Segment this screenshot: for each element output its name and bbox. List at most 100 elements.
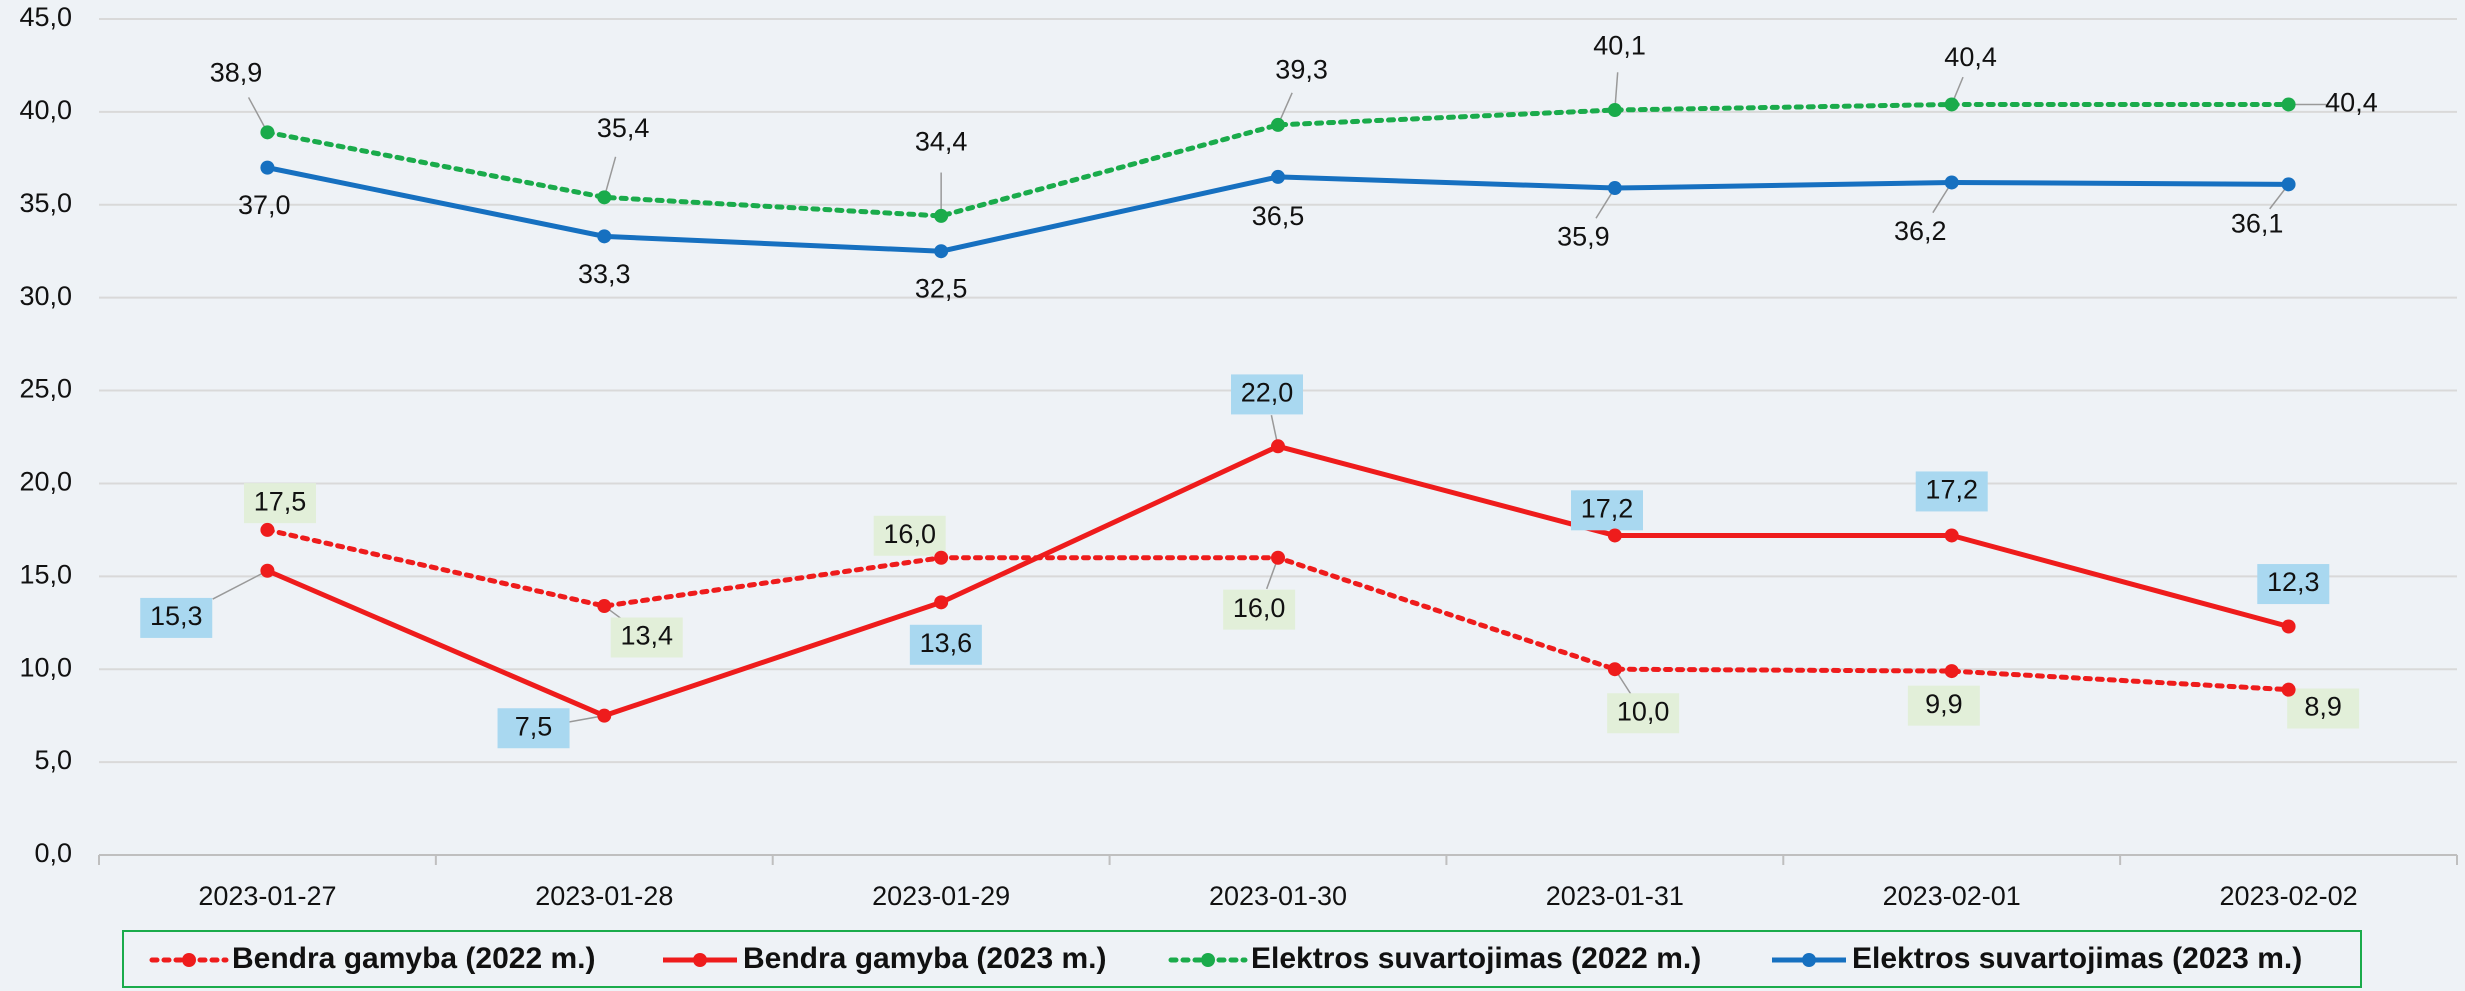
data-label: 32,5	[915, 274, 968, 304]
data-label-bg	[610, 617, 683, 658]
marker	[1944, 664, 1959, 679]
marker	[2281, 619, 2296, 634]
data-label: 7,5	[515, 711, 553, 741]
marker	[1271, 550, 1285, 565]
marker	[260, 160, 275, 175]
data-label: 9,9	[1925, 689, 1963, 719]
legend-box	[122, 930, 2362, 988]
legend-marker	[1201, 953, 1215, 967]
data-label: 33,3	[578, 259, 631, 289]
data-label: 13,4	[620, 621, 673, 651]
y-tick-label: 15,0	[19, 559, 72, 589]
data-label-bg	[873, 515, 946, 556]
marker	[1271, 439, 1285, 454]
y-tick-label: 5,0	[34, 745, 72, 775]
leader-line	[212, 570, 268, 600]
marker	[934, 208, 949, 223]
y-tick-label: 25,0	[19, 374, 72, 404]
data-label-bg	[2287, 688, 2360, 729]
data-label: 40,4	[1944, 42, 1997, 72]
data-label: 35,4	[597, 113, 650, 143]
marker	[2281, 177, 2296, 192]
data-label: 17,5	[254, 486, 307, 516]
x-tick-label: 2023-01-28	[535, 881, 673, 911]
x-tick-label: 2023-01-30	[1209, 881, 1347, 911]
legend-marker	[182, 953, 196, 967]
data-label: 39,3	[1275, 55, 1328, 85]
marker	[260, 563, 275, 578]
x-tick-label: 2023-01-27	[198, 881, 336, 911]
marker	[597, 229, 612, 244]
data-label: 16,0	[1233, 593, 1286, 623]
data-label-bg	[1230, 374, 1303, 415]
data-label: 36,1	[2231, 208, 2284, 238]
data-label-bg	[1907, 685, 1980, 726]
marker	[260, 125, 275, 140]
marker	[2281, 97, 2296, 112]
marker	[1607, 103, 1622, 118]
data-label: 17,2	[1581, 493, 1634, 523]
data-label-bg	[497, 708, 570, 749]
data-label-bg	[1570, 490, 1643, 531]
data-label: 37,0	[238, 190, 291, 220]
data-label: 35,9	[1557, 221, 1610, 251]
data-label: 34,4	[915, 127, 968, 157]
marker	[934, 550, 949, 565]
marker	[597, 599, 612, 614]
marker	[934, 595, 949, 610]
leader-line	[603, 156, 617, 198]
marker	[1944, 528, 1959, 543]
data-label: 22,0	[1241, 378, 1294, 408]
marker	[1944, 175, 1959, 190]
marker	[934, 244, 949, 259]
data-label-bg	[2257, 564, 2330, 605]
data-label: 15,3	[150, 601, 203, 631]
marker	[1944, 97, 1959, 112]
data-label: 17,2	[1925, 475, 1978, 505]
data-label: 36,5	[1252, 201, 1305, 231]
data-label: 10,0	[1617, 696, 1670, 726]
y-tick-label: 10,0	[19, 652, 72, 682]
data-label: 36,2	[1894, 216, 1947, 246]
data-label: 38,9	[210, 57, 263, 87]
y-tick-label: 20,0	[19, 467, 72, 497]
marker	[2281, 682, 2296, 697]
legend-label: Bendra gamyba (2022 m.)	[232, 942, 595, 975]
marker	[1607, 181, 1622, 196]
y-tick-label: 35,0	[19, 188, 72, 218]
marker	[260, 522, 275, 537]
marker	[1607, 662, 1622, 677]
legend-marker	[693, 953, 707, 967]
legend-label: Elektros suvartojimas (2022 m.)	[1251, 942, 1701, 975]
y-tick-label: 0,0	[34, 838, 72, 868]
data-label-bg	[1607, 693, 1680, 734]
data-label-bg	[1223, 589, 1296, 630]
data-label: 16,0	[883, 519, 936, 549]
data-label: 13,6	[920, 628, 973, 658]
y-tick-label: 40,0	[19, 95, 72, 125]
x-tick-label: 2023-01-29	[872, 881, 1010, 911]
x-tick-label: 2023-02-01	[1883, 881, 2021, 911]
data-label: 40,4	[2325, 88, 2378, 118]
data-label: 40,1	[1593, 30, 1646, 60]
data-label-bg	[1915, 471, 1988, 512]
marker	[1271, 169, 1285, 184]
marker	[1607, 528, 1622, 543]
x-tick-label: 2023-01-31	[1546, 881, 1684, 911]
data-label: 8,9	[2304, 692, 2342, 722]
data-label-bg	[244, 483, 317, 524]
data-label-bg	[140, 597, 213, 638]
marker	[597, 190, 612, 205]
legend-label: Bendra gamyba (2023 m.)	[743, 942, 1106, 975]
y-tick-label: 30,0	[19, 281, 72, 311]
marker	[597, 708, 612, 723]
legend-marker	[1802, 953, 1816, 967]
x-tick-label: 2023-02-02	[2220, 881, 2358, 911]
y-tick-label: 45,0	[19, 2, 72, 32]
data-label-bg	[909, 624, 982, 665]
data-label: 12,3	[2267, 567, 2320, 597]
legend-label: Elektros suvartojimas (2023 m.)	[1852, 942, 2302, 975]
